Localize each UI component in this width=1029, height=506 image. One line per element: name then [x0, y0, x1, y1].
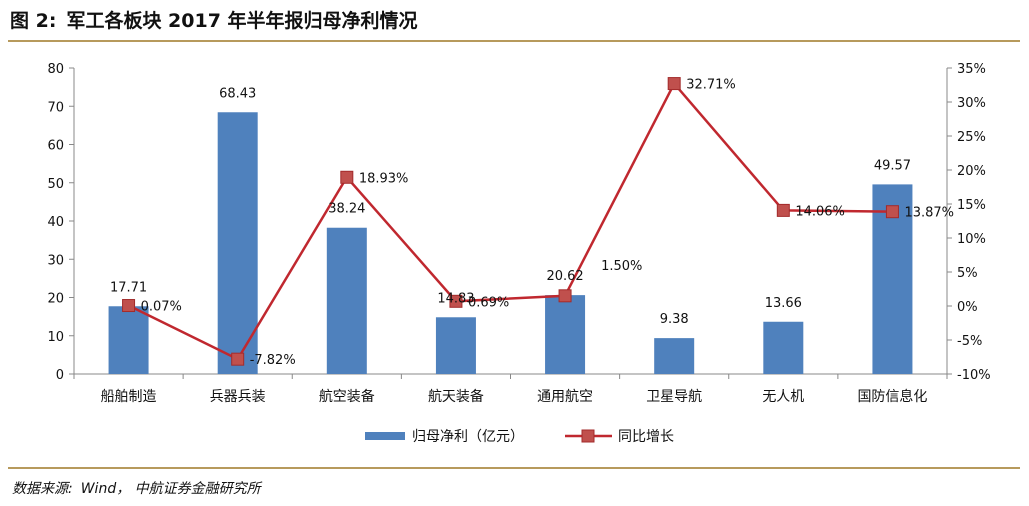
growth-value-label: 1.50%	[601, 259, 642, 274]
growth-value-label: 14.06%	[795, 204, 845, 219]
left-tick-label: 50	[47, 177, 64, 192]
line-marker	[667, 77, 681, 91]
line-marker	[122, 299, 136, 313]
legend-marker	[581, 429, 595, 443]
figure-number: 图 2:	[10, 10, 57, 32]
right-axis: -10% -5% 0% 5% 10% 15% 20% 25% 30% 35%	[946, 62, 991, 383]
category-label: 航空装备	[319, 388, 375, 405]
growth-line	[128, 81, 893, 361]
category-label: 船舶制造	[101, 389, 157, 405]
bar-value-label: 20.62	[546, 269, 583, 284]
source-note: 数据来源: Wind， 中航证券金融研究所	[12, 478, 261, 498]
bar	[326, 227, 367, 374]
bar	[217, 112, 258, 374]
right-tick-label: 20%	[957, 164, 986, 179]
category-label: 卫星导航	[646, 389, 702, 405]
left-tick-label: 20	[47, 292, 64, 307]
source-label: 数据来源:	[12, 481, 73, 497]
line-marker	[340, 170, 354, 184]
right-tick-label: -10%	[957, 368, 991, 383]
bar-value-label: 13.66	[765, 296, 802, 311]
right-tick-label: 30%	[957, 96, 986, 111]
bar-series	[108, 112, 913, 374]
bar	[435, 317, 476, 374]
category-label: 无人机	[762, 389, 804, 405]
source-rule	[8, 467, 1020, 469]
legend-swatch-bar	[365, 432, 405, 440]
category-label: 国防信息化	[857, 388, 927, 405]
growth-value-label: 13.87%	[904, 206, 954, 221]
legend-label-line: 同比增长	[618, 429, 674, 445]
left-tick-label: 40	[47, 215, 64, 230]
growth-value-label: 18.93%	[359, 171, 409, 186]
left-tick-label: 0	[56, 368, 64, 383]
bar	[763, 321, 804, 374]
right-tick-label: 10%	[957, 232, 986, 247]
left-tick-label: 30	[47, 253, 64, 268]
right-tick-label: 5%	[957, 266, 978, 281]
bar-value-label: 14.83	[437, 291, 474, 306]
right-tick-label: 35%	[957, 62, 986, 77]
right-tick-label: 25%	[957, 130, 986, 145]
source-text: Wind， 中航证券金融研究所	[80, 481, 261, 497]
right-tick-label: -5%	[957, 334, 982, 349]
left-tick-label: 60	[47, 139, 64, 154]
bar	[545, 295, 586, 374]
line-series	[122, 77, 899, 366]
category-label: 兵器兵装	[210, 389, 266, 405]
line-marker	[558, 289, 572, 303]
growth-value-label: 0.07%	[141, 300, 182, 315]
bar-value-label: 9.38	[660, 312, 689, 327]
bar-value-label: 17.71	[110, 280, 147, 295]
line-marker	[231, 352, 245, 366]
bar-value-label: 38.24	[328, 202, 365, 217]
x-axis: 船舶制造 兵器兵装 航空装备 航天装备 通用航空 卫星导航 无人机 国防信息化	[73, 373, 948, 405]
left-axis: 0 10 20 30 40 50 60 70 80	[47, 62, 75, 383]
figure-title: 图 2: 军工各板块 2017 年半年报归母净利情况	[10, 6, 418, 33]
bar	[108, 306, 149, 374]
right-tick-label: 15%	[957, 198, 986, 213]
growth-value-label: 0.69%	[468, 295, 509, 310]
line-marker	[885, 205, 899, 219]
line-marker	[776, 203, 790, 217]
title-rule	[8, 40, 1020, 42]
growth-value-label: -7.82%	[250, 353, 296, 368]
line-marker	[449, 294, 463, 308]
category-label: 航天装备	[428, 388, 484, 405]
legend: 归母净利（亿元） 同比增长	[365, 428, 674, 445]
bar	[654, 338, 695, 374]
left-tick-label: 10	[47, 330, 64, 345]
growth-value-label: 32.71%	[686, 78, 736, 93]
data-labels: 17.71 68.43 38.24 14.83 20.62 9.38 13.66 49.57 0…	[110, 78, 954, 369]
legend-label-bar: 归母净利（亿元）	[412, 428, 524, 445]
bar-value-label: 49.57	[874, 158, 911, 173]
right-tick-label: 0%	[957, 300, 978, 315]
left-tick-label: 70	[47, 100, 64, 115]
category-label: 通用航空	[537, 389, 593, 405]
figure-title-text: 军工各板块 2017 年半年报归母净利情况	[66, 10, 418, 32]
left-tick-label: 80	[47, 62, 64, 77]
bar-value-label: 68.43	[219, 86, 256, 101]
